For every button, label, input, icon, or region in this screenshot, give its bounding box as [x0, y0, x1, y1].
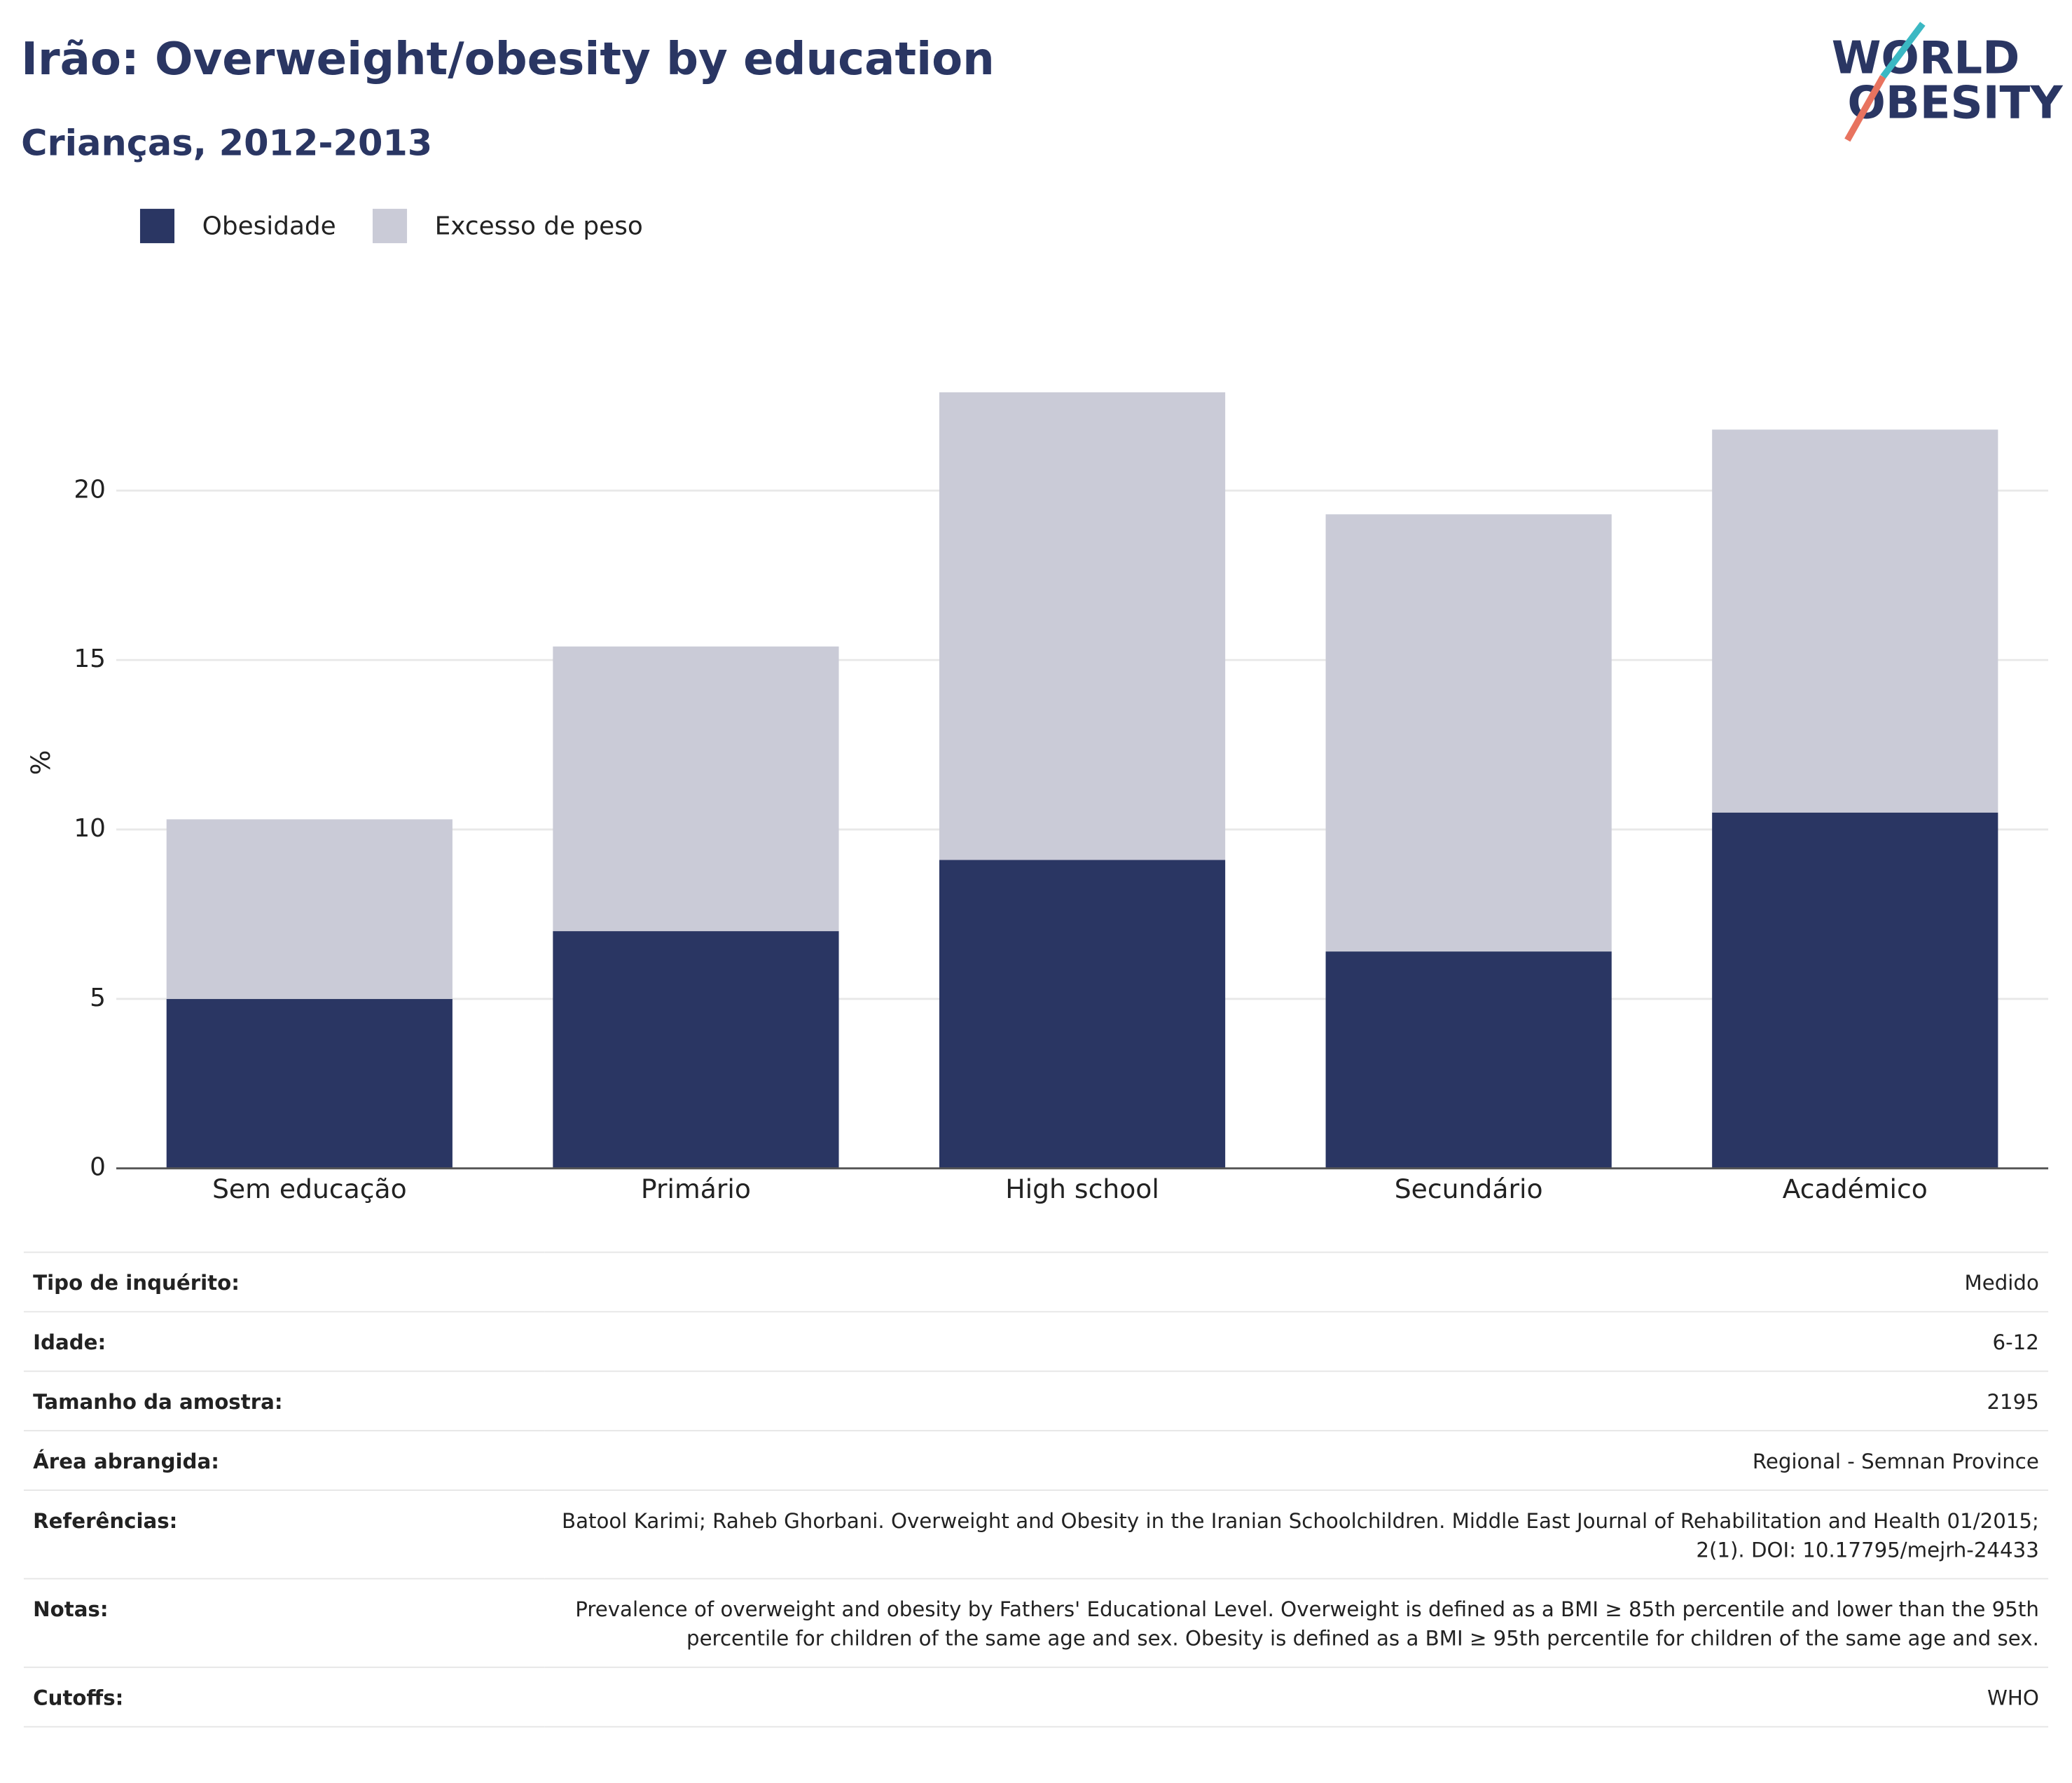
legend-label: Excesso de peso	[435, 212, 643, 240]
y-tick-label: 15	[74, 645, 106, 673]
bar-segment	[1325, 514, 1612, 952]
info-value: Medido	[544, 1251, 2049, 1312]
x-tick-label: Secundário	[1395, 1173, 1543, 1204]
info-label: Notas:	[23, 1578, 545, 1667]
info-value: Regional - Semnan Province	[544, 1430, 2049, 1491]
info-row: Tipo de inquérito: Medido	[23, 1251, 2049, 1312]
info-row: Área abrangida: Regional - Semnan Provinc…	[23, 1430, 2049, 1491]
legend-swatch	[139, 209, 175, 244]
info-row: Referências: Batool Karimi; Raheb Ghorban…	[23, 1489, 2049, 1579]
y-tick-label: 5	[90, 984, 106, 1012]
x-tick-label: Académico	[1783, 1173, 1928, 1204]
x-tick-label: Sem educação	[212, 1173, 407, 1204]
info-row: Cutoffs: WHO	[23, 1666, 2049, 1728]
info-value: Prevalence of overweight and obesity by …	[544, 1578, 2049, 1667]
info-value: 2195	[544, 1370, 2049, 1431]
bar-segment	[1712, 429, 1998, 813]
bar-segment	[939, 860, 1226, 1169]
info-label: Área abrangida:	[23, 1430, 545, 1491]
y-tick-label: 20	[74, 475, 106, 504]
info-row: Tamanho da amostra: 2195	[23, 1370, 2049, 1431]
info-label: Tamanho da amostra:	[23, 1370, 545, 1431]
legend-label: Obesidade	[202, 212, 336, 240]
info-label: Cutoffs:	[23, 1666, 545, 1728]
chart-title: Irão: Overweight/obesity by education	[21, 33, 995, 85]
info-label: Idade:	[23, 1311, 545, 1372]
chart-subtitle: Crianças, 2012-2013	[21, 123, 432, 165]
y-tick-label: 10	[74, 814, 106, 843]
bar-segment	[166, 998, 453, 1169]
y-axis-label: %	[25, 750, 56, 776]
bar-segment	[939, 392, 1226, 860]
info-table: Tipo de inquérito: Medido Idade: 6-12 Tamanh…	[23, 1251, 2049, 1728]
bar-segment	[553, 931, 839, 1169]
bar-segment	[166, 819, 453, 999]
info-value: 6-12	[544, 1311, 2049, 1372]
bar-segment	[1325, 951, 1612, 1169]
logo-slash	[1880, 22, 1926, 79]
bar-segment	[553, 646, 839, 932]
x-tick-label: Primário	[641, 1173, 751, 1204]
x-tick-label: High school	[1005, 1173, 1159, 1204]
legend-swatch	[372, 209, 408, 244]
chart: Irão: Overweight/obesity by education Cr…	[21, 22, 2064, 1204]
logo-line: OBESITY	[1847, 76, 2064, 129]
bar-segment	[1712, 812, 1998, 1169]
info-label: Referências:	[23, 1489, 545, 1579]
info-value: Batool Karimi; Raheb Ghorbani. Overweigh…	[544, 1489, 2049, 1579]
logo-slash	[1844, 75, 1886, 142]
y-tick-label: 0	[90, 1153, 106, 1182]
info-row: Notas: Prevalence of overweight and obesi…	[23, 1578, 2049, 1667]
info-value: WHO	[544, 1666, 2049, 1728]
logo-line: WORLD	[1832, 32, 2020, 84]
info-label: Tipo de inquérito:	[23, 1251, 545, 1312]
info-row: Idade: 6-12	[23, 1311, 2049, 1372]
